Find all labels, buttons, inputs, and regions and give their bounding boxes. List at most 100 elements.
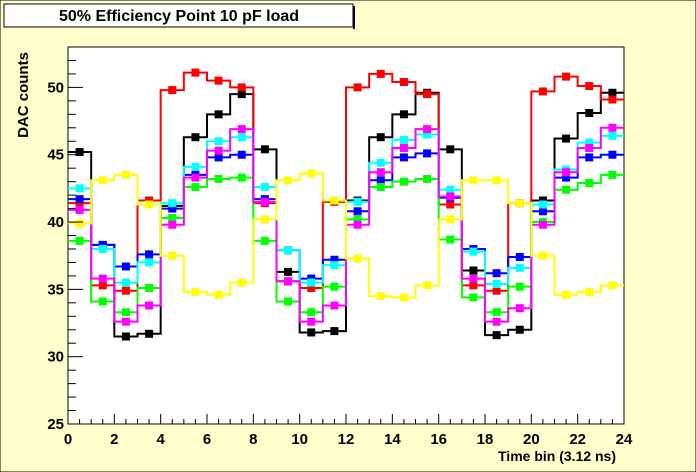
data-point — [399, 153, 408, 162]
data-point — [585, 138, 594, 147]
data-point — [307, 284, 316, 293]
y-tick-label: 35 — [47, 281, 64, 298]
data-point — [121, 286, 130, 295]
data-point — [214, 153, 223, 162]
data-point — [376, 183, 385, 192]
data-point — [191, 68, 200, 77]
data-point — [538, 196, 547, 205]
y-tick-label: 25 — [47, 416, 64, 433]
data-point — [214, 110, 223, 119]
data-point — [469, 274, 478, 283]
data-point — [98, 244, 107, 253]
data-point — [168, 199, 177, 208]
data-point — [75, 195, 84, 204]
data-point — [307, 317, 316, 326]
data-point — [492, 286, 501, 295]
data-point — [562, 290, 571, 299]
series-6 — [68, 169, 624, 302]
data-point — [75, 205, 84, 214]
data-point — [608, 170, 617, 179]
data-point — [75, 184, 84, 193]
data-point — [376, 168, 385, 177]
data-point — [585, 82, 594, 91]
data-point — [145, 329, 154, 338]
data-point — [214, 174, 223, 183]
data-point — [585, 288, 594, 297]
data-point — [145, 196, 154, 205]
data-point — [538, 207, 547, 216]
data-point — [353, 254, 362, 263]
data-point — [446, 185, 455, 194]
data-point — [492, 317, 501, 326]
data-point — [585, 178, 594, 187]
data-point — [492, 279, 501, 288]
data-point — [423, 130, 432, 139]
data-point — [307, 274, 316, 283]
data-point — [260, 215, 269, 224]
data-point — [608, 123, 617, 132]
x-axis-label: Time bin (3.12 ns) — [498, 448, 616, 464]
data-point — [608, 131, 617, 140]
data-point — [98, 274, 107, 283]
data-point — [214, 76, 223, 85]
x-tick-label: 2 — [110, 431, 118, 448]
x-tick-label: 20 — [523, 431, 540, 448]
data-point — [538, 200, 547, 209]
data-point — [515, 263, 524, 272]
data-point — [168, 204, 177, 213]
data-point — [562, 134, 571, 143]
data-point — [353, 220, 362, 229]
data-point — [446, 192, 455, 201]
data-point — [353, 197, 362, 206]
data-point — [353, 83, 362, 92]
data-point — [121, 278, 130, 287]
data-point — [121, 262, 130, 271]
data-point — [515, 304, 524, 313]
data-point — [469, 266, 478, 275]
data-point — [515, 253, 524, 262]
data-point — [260, 197, 269, 206]
data-point — [284, 277, 293, 286]
data-point — [75, 236, 84, 245]
data-point — [492, 176, 501, 185]
data-point — [492, 308, 501, 317]
data-point — [284, 267, 293, 276]
data-point — [75, 199, 84, 208]
data-point — [191, 173, 200, 182]
series-line — [68, 172, 624, 299]
data-point — [469, 281, 478, 290]
data-point — [469, 293, 478, 302]
data-point — [307, 328, 316, 337]
x-tick-label: 10 — [291, 431, 308, 448]
data-point — [168, 251, 177, 260]
x-tick-label: 24 — [616, 431, 633, 448]
data-point — [446, 200, 455, 209]
data-point — [423, 174, 432, 183]
data-point — [423, 149, 432, 158]
data-point — [376, 69, 385, 78]
data-point — [446, 235, 455, 244]
x-tick-label: 18 — [477, 431, 494, 448]
x-tick-label: 12 — [338, 431, 355, 448]
data-point — [423, 281, 432, 290]
y-tick-label: 50 — [47, 79, 64, 96]
data-point — [121, 170, 130, 179]
data-point — [330, 261, 339, 270]
chart-title: 50% Efficiency Point 10 pF load — [59, 8, 299, 25]
data-point — [145, 200, 154, 209]
x-tick-label: 6 — [203, 431, 211, 448]
x-tick-label: 16 — [430, 431, 447, 448]
data-point — [168, 86, 177, 95]
data-point — [260, 236, 269, 245]
data-point — [376, 176, 385, 185]
data-point — [168, 213, 177, 222]
data-point — [330, 255, 339, 264]
data-point — [376, 133, 385, 142]
data-point — [399, 293, 408, 302]
data-point — [423, 125, 432, 134]
data-point — [121, 308, 130, 317]
x-tick-label: 8 — [249, 431, 257, 448]
data-point — [98, 240, 107, 249]
data-point — [214, 290, 223, 299]
